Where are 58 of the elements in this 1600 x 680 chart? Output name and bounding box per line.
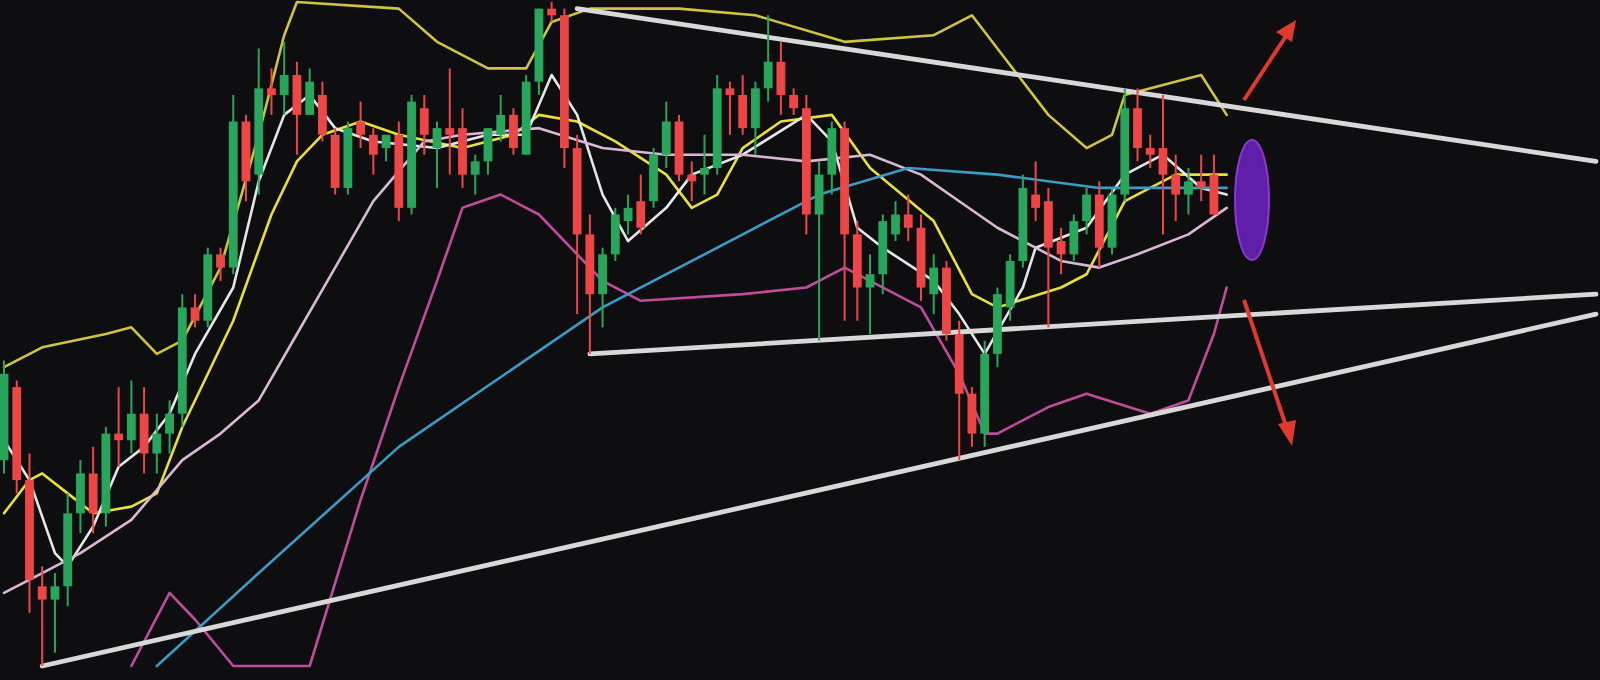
candlestick [967,386,977,448]
candlestick [891,200,900,243]
candlestick [305,67,315,116]
candlestick [738,74,748,136]
candlestick [903,193,913,243]
candlestick [636,173,646,236]
candlestick [1043,186,1053,329]
candlestick [1196,153,1206,203]
candlestick [368,127,378,176]
candlestick [267,67,276,116]
candlestick [1171,153,1181,223]
candlestick [789,87,799,116]
candlestick [432,120,442,189]
candlestick [50,572,60,654]
candlestick [37,565,47,667]
candlestick [88,445,98,535]
candlestick [126,379,136,455]
candlestick [865,253,875,335]
candlestick [496,93,506,143]
candlestick [929,253,939,316]
candlestick [1184,167,1193,216]
candlestick [152,412,162,475]
candlestick [1069,213,1079,262]
candlestick [165,399,174,455]
candlestick [292,60,302,156]
candlestick [509,107,518,156]
candlestick [610,206,620,262]
candlestick [1158,93,1168,236]
candlestick [547,1,557,23]
candlestick [1031,160,1041,223]
candlestick [700,133,709,196]
candlestick [776,40,786,116]
candlestick [279,40,289,116]
candlestick [827,120,837,196]
candlestick [356,100,366,150]
candlestick [763,14,773,103]
candlestick [598,246,607,329]
candlestick [814,160,824,342]
candlestick [458,107,467,189]
candlestick [470,153,480,196]
candlestick [649,147,658,209]
candlestick [419,93,429,156]
candlestick [751,80,760,156]
candlestick [1133,87,1142,163]
candlestick [483,127,493,176]
candlestick [1005,253,1015,322]
candlestick [687,160,697,203]
candlestick [76,459,85,535]
candlestick [139,386,149,475]
candlestick [190,293,200,329]
candlestick [661,100,671,169]
candlestick [725,80,735,136]
candlestick [1082,186,1091,236]
candlestick [445,67,455,176]
candlestick [216,246,225,282]
candlestick [1145,133,1155,169]
candlestick [318,80,327,143]
candlestick [114,386,124,468]
